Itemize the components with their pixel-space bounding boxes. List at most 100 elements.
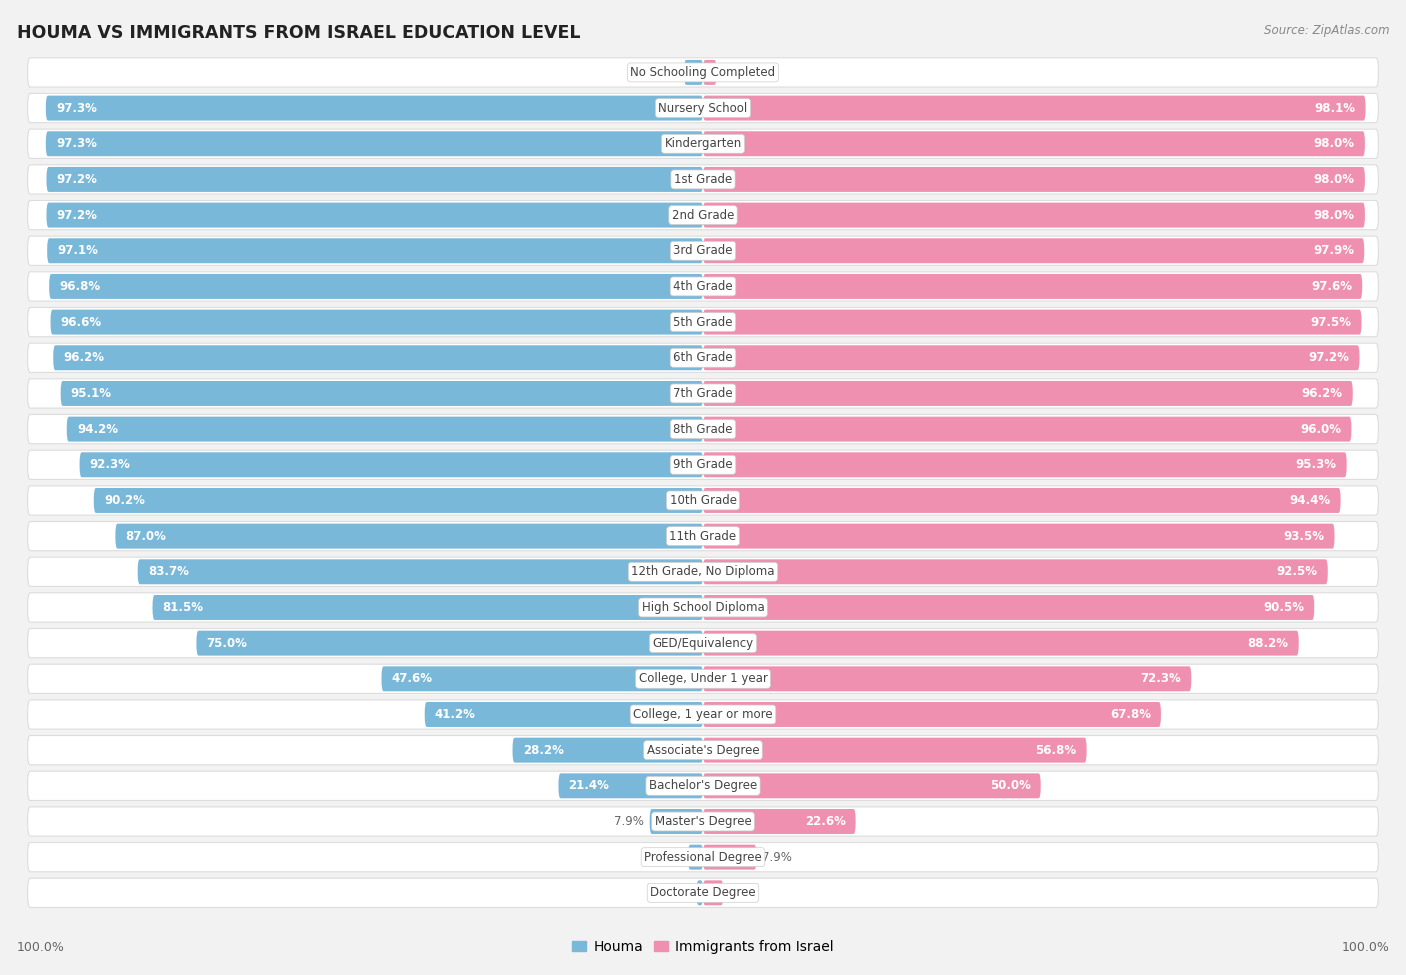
FancyBboxPatch shape (703, 452, 1347, 478)
Text: Master's Degree: Master's Degree (655, 815, 751, 828)
Text: 41.2%: 41.2% (434, 708, 475, 721)
Text: 7.9%: 7.9% (762, 850, 792, 864)
Text: 97.2%: 97.2% (56, 173, 97, 186)
FancyBboxPatch shape (28, 664, 1378, 693)
Text: Professional Degree: Professional Degree (644, 850, 762, 864)
FancyBboxPatch shape (703, 238, 1364, 263)
Text: Associate's Degree: Associate's Degree (647, 744, 759, 757)
Text: 10th Grade: 10th Grade (669, 494, 737, 507)
FancyBboxPatch shape (51, 310, 703, 334)
FancyBboxPatch shape (28, 307, 1378, 336)
FancyBboxPatch shape (703, 310, 1361, 334)
FancyBboxPatch shape (28, 771, 1378, 800)
Text: High School Diploma: High School Diploma (641, 601, 765, 614)
Text: 90.5%: 90.5% (1263, 601, 1305, 614)
FancyBboxPatch shape (703, 773, 1040, 799)
FancyBboxPatch shape (48, 238, 703, 263)
Text: 21.4%: 21.4% (568, 779, 609, 793)
FancyBboxPatch shape (152, 595, 703, 620)
Text: 81.5%: 81.5% (163, 601, 204, 614)
FancyBboxPatch shape (94, 488, 703, 513)
Text: 8th Grade: 8th Grade (673, 422, 733, 436)
Text: 97.3%: 97.3% (56, 101, 97, 115)
Text: Source: ZipAtlas.com: Source: ZipAtlas.com (1264, 24, 1389, 37)
FancyBboxPatch shape (703, 345, 1360, 370)
Text: 97.6%: 97.6% (1310, 280, 1353, 292)
FancyBboxPatch shape (28, 629, 1378, 658)
FancyBboxPatch shape (703, 96, 1365, 121)
Text: 93.5%: 93.5% (1284, 529, 1324, 543)
Text: 100.0%: 100.0% (1341, 941, 1389, 954)
Text: 96.2%: 96.2% (63, 351, 104, 365)
FancyBboxPatch shape (703, 666, 1191, 691)
Text: 92.5%: 92.5% (1277, 566, 1317, 578)
FancyBboxPatch shape (28, 165, 1378, 194)
FancyBboxPatch shape (513, 738, 703, 762)
Text: 98.0%: 98.0% (1313, 173, 1355, 186)
Text: 12th Grade, No Diploma: 12th Grade, No Diploma (631, 566, 775, 578)
Text: 96.6%: 96.6% (60, 316, 101, 329)
Text: 56.8%: 56.8% (1035, 744, 1077, 757)
Text: 2.8%: 2.8% (650, 66, 679, 79)
Text: 94.2%: 94.2% (77, 422, 118, 436)
Text: No Schooling Completed: No Schooling Completed (630, 66, 776, 79)
FancyBboxPatch shape (138, 560, 703, 584)
FancyBboxPatch shape (53, 345, 703, 370)
Text: 47.6%: 47.6% (392, 673, 433, 685)
Text: 7th Grade: 7th Grade (673, 387, 733, 400)
Text: 2nd Grade: 2nd Grade (672, 209, 734, 221)
Text: 98.0%: 98.0% (1313, 137, 1355, 150)
Text: 97.1%: 97.1% (58, 245, 98, 257)
Text: College, Under 1 year: College, Under 1 year (638, 673, 768, 685)
FancyBboxPatch shape (28, 807, 1378, 837)
Legend: Houma, Immigrants from Israel: Houma, Immigrants from Israel (572, 940, 834, 954)
Text: 5th Grade: 5th Grade (673, 316, 733, 329)
FancyBboxPatch shape (381, 666, 703, 691)
FancyBboxPatch shape (558, 773, 703, 799)
Text: Nursery School: Nursery School (658, 101, 748, 115)
FancyBboxPatch shape (80, 452, 703, 478)
FancyBboxPatch shape (703, 809, 856, 834)
Text: 87.0%: 87.0% (125, 529, 166, 543)
Text: Bachelor's Degree: Bachelor's Degree (650, 779, 756, 793)
Text: HOUMA VS IMMIGRANTS FROM ISRAEL EDUCATION LEVEL: HOUMA VS IMMIGRANTS FROM ISRAEL EDUCATIO… (17, 24, 581, 42)
FancyBboxPatch shape (28, 700, 1378, 729)
Text: 96.2%: 96.2% (1302, 387, 1343, 400)
Text: 98.0%: 98.0% (1313, 209, 1355, 221)
Text: 6th Grade: 6th Grade (673, 351, 733, 365)
Text: 4th Grade: 4th Grade (673, 280, 733, 292)
FancyBboxPatch shape (28, 236, 1378, 265)
Text: 72.3%: 72.3% (1140, 673, 1181, 685)
Text: 97.2%: 97.2% (1309, 351, 1350, 365)
FancyBboxPatch shape (28, 272, 1378, 301)
Text: 97.5%: 97.5% (1310, 316, 1351, 329)
FancyBboxPatch shape (703, 59, 717, 85)
Text: 90.2%: 90.2% (104, 494, 145, 507)
Text: College, 1 year or more: College, 1 year or more (633, 708, 773, 721)
FancyBboxPatch shape (28, 414, 1378, 444)
FancyBboxPatch shape (703, 880, 723, 906)
FancyBboxPatch shape (703, 381, 1353, 406)
FancyBboxPatch shape (60, 381, 703, 406)
Text: 96.0%: 96.0% (1301, 422, 1341, 436)
FancyBboxPatch shape (46, 96, 703, 121)
FancyBboxPatch shape (703, 274, 1362, 299)
FancyBboxPatch shape (28, 842, 1378, 872)
Text: Doctorate Degree: Doctorate Degree (650, 886, 756, 899)
FancyBboxPatch shape (46, 132, 703, 156)
FancyBboxPatch shape (703, 132, 1365, 156)
Text: 28.2%: 28.2% (523, 744, 564, 757)
FancyBboxPatch shape (28, 735, 1378, 764)
FancyBboxPatch shape (28, 94, 1378, 123)
FancyBboxPatch shape (46, 167, 703, 192)
FancyBboxPatch shape (115, 524, 703, 549)
Text: 2.0%: 2.0% (721, 66, 752, 79)
FancyBboxPatch shape (703, 702, 1161, 727)
FancyBboxPatch shape (28, 201, 1378, 230)
Text: 88.2%: 88.2% (1247, 637, 1289, 649)
Text: 22.6%: 22.6% (804, 815, 845, 828)
FancyBboxPatch shape (685, 59, 703, 85)
Text: 98.1%: 98.1% (1315, 101, 1355, 115)
Text: 97.2%: 97.2% (56, 209, 97, 221)
FancyBboxPatch shape (703, 167, 1365, 192)
